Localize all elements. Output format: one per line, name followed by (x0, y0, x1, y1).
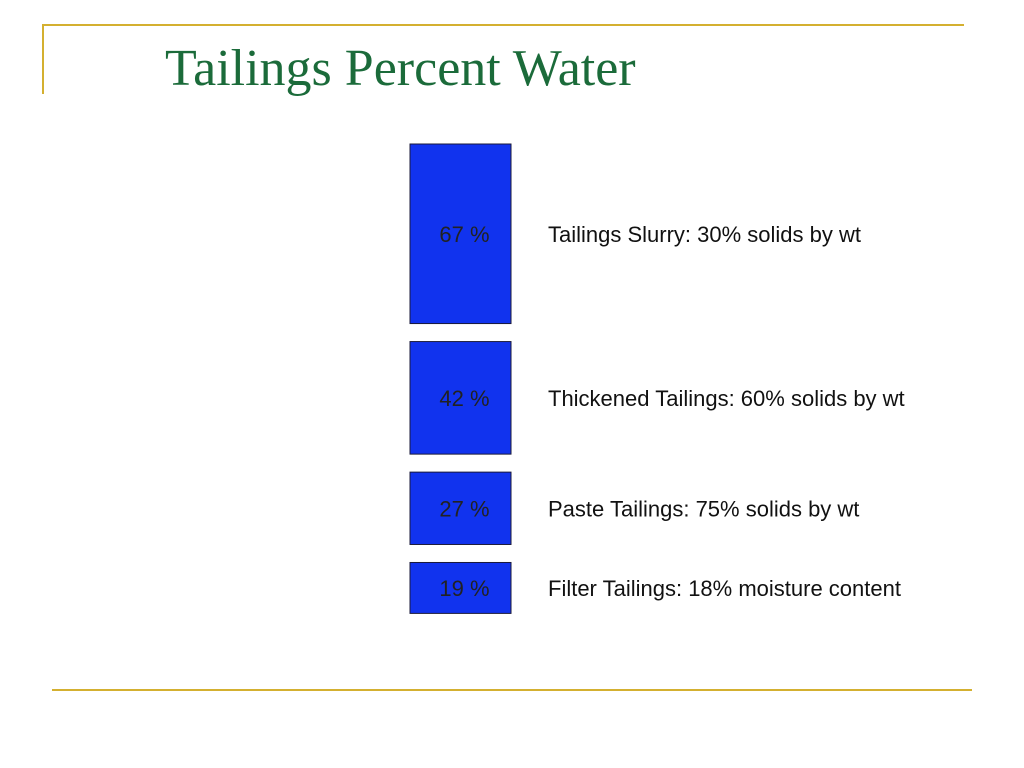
bar-2 (409, 341, 512, 455)
frame-left-line (42, 24, 44, 94)
bar-3 (409, 471, 512, 545)
bar-4 (409, 561, 512, 614)
bar-value-label-1: 67 % (439, 222, 489, 247)
category-label-2: Thickened Tailings: 60% solids by wt (548, 386, 905, 411)
bar-1 (409, 143, 512, 325)
category-label-4: Filter Tailings: 18% moisture content (548, 576, 901, 601)
category-label-3: Paste Tailings: 75% solids by wt (548, 496, 859, 521)
bar-value-label-2: 42 % (439, 386, 489, 411)
page-title: Tailings Percent Water (165, 40, 636, 97)
bar-value-label-3: 27 % (439, 496, 489, 521)
bar-value-label-4: 19 % (439, 576, 489, 601)
category-label-1: Tailings Slurry: 30% solids by wt (548, 222, 861, 247)
frame-top-line (42, 24, 964, 26)
frame-bottom-line (52, 689, 972, 691)
